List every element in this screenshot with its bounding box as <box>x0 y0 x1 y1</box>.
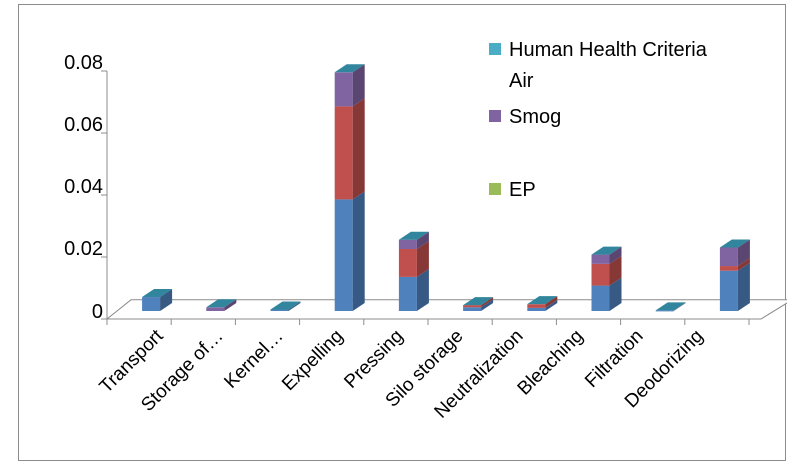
bar-top-3 <box>334 64 365 73</box>
bar-side-0-series-0 <box>160 289 173 311</box>
bar-side-8-series-0 <box>673 302 686 311</box>
bar-top-0 <box>142 289 173 298</box>
axis-layer <box>101 70 787 325</box>
bars-layer <box>142 64 750 312</box>
bar-side-9-series-2 <box>737 239 750 267</box>
bar-side-9-series-1 <box>737 258 750 271</box>
bar-side-4-series-2 <box>416 231 429 249</box>
category-label-expelling: Expelling <box>278 326 347 395</box>
chart-frame: 0 0.02 0.04 0.06 0.08 Transport Storage … <box>18 4 787 461</box>
bar-front-0-series-0 <box>142 297 161 311</box>
legend-label-ep: EP <box>509 179 536 201</box>
bar-front-4-series-0 <box>398 276 417 311</box>
legend-swatch-smog <box>489 110 501 122</box>
bar-front-4-series-1 <box>398 249 417 277</box>
bar-front-9-series-1 <box>719 266 738 271</box>
bar-top-5 <box>463 297 494 306</box>
bar-top-8 <box>655 302 686 311</box>
bar-side-7-series-0 <box>609 277 622 311</box>
bar-side-6-series-0 <box>545 299 558 311</box>
bar-front-5-series-0 <box>463 307 482 311</box>
bar-side-5-series-1 <box>481 297 494 308</box>
y-tick-label-2: 0.04 <box>64 176 103 198</box>
y-tick-label-1: 0.02 <box>64 238 103 260</box>
bar-front-7-series-0 <box>591 285 610 311</box>
category-label-bleaching: Bleaching <box>514 326 588 400</box>
legend-label-human-health-line1: Human Health Criteria <box>509 39 708 61</box>
bar-front-6-series-1 <box>527 304 546 308</box>
bar-front-5-series-1 <box>463 305 482 308</box>
bar-front-4-series-2 <box>398 239 417 249</box>
bar-front-6-series-0 <box>527 307 546 311</box>
bar-side-3-series-2 <box>352 64 365 107</box>
bar-front-3-series-2 <box>334 72 353 107</box>
bar-side-4-series-0 <box>416 268 429 311</box>
legend-swatch-human-health <box>489 43 501 55</box>
bar-front-9-series-0 <box>719 270 738 311</box>
bar-front-2-series-0 <box>270 309 289 311</box>
bar-top-1 <box>206 299 237 308</box>
bar-front-3-series-0 <box>334 199 353 311</box>
bar-side-3-series-0 <box>352 191 365 311</box>
bar-side-7-series-1 <box>609 255 622 286</box>
bar-front-1-series-2 <box>206 307 225 311</box>
labels-layer: 0 0.02 0.04 0.06 0.08 Transport Storage … <box>64 52 707 423</box>
y-tick-label-4: 0.08 <box>64 52 103 74</box>
y-tick-label-3: 0.06 <box>64 114 103 136</box>
legend: Human Health Criteria Air Smog EP <box>489 39 708 201</box>
legend-label-human-health-line2: Air <box>509 70 534 92</box>
y-tick-label-0: 0 <box>92 301 103 323</box>
bar-top-6 <box>527 296 558 305</box>
bar-top-7 <box>591 246 622 255</box>
bar-top-9 <box>719 239 750 248</box>
bar-front-8-series-0 <box>655 310 674 312</box>
legend-swatch-ep <box>489 183 501 195</box>
bar-side-6-series-1 <box>545 296 558 308</box>
bar-side-9-series-0 <box>737 262 750 311</box>
bar-side-2-series-0 <box>288 301 301 311</box>
bar-side-4-series-1 <box>416 241 429 277</box>
bar-front-7-series-2 <box>591 254 610 264</box>
bar-side-1-series-2 <box>224 299 237 311</box>
bar-top-4 <box>398 231 429 240</box>
bar-side-5-series-0 <box>481 299 494 311</box>
bar-top-2 <box>270 301 301 310</box>
legend-label-smog: Smog <box>509 106 561 128</box>
category-label-kernel: Kernel… <box>220 326 287 393</box>
stacked-bar-chart: 0 0.02 0.04 0.06 0.08 Transport Storage … <box>64 39 787 423</box>
bar-side-3-series-1 <box>352 98 365 200</box>
bar-front-9-series-2 <box>719 247 738 267</box>
bar-front-3-series-1 <box>334 106 353 200</box>
bar-side-7-series-2 <box>609 246 622 264</box>
bar-front-7-series-1 <box>591 263 610 286</box>
